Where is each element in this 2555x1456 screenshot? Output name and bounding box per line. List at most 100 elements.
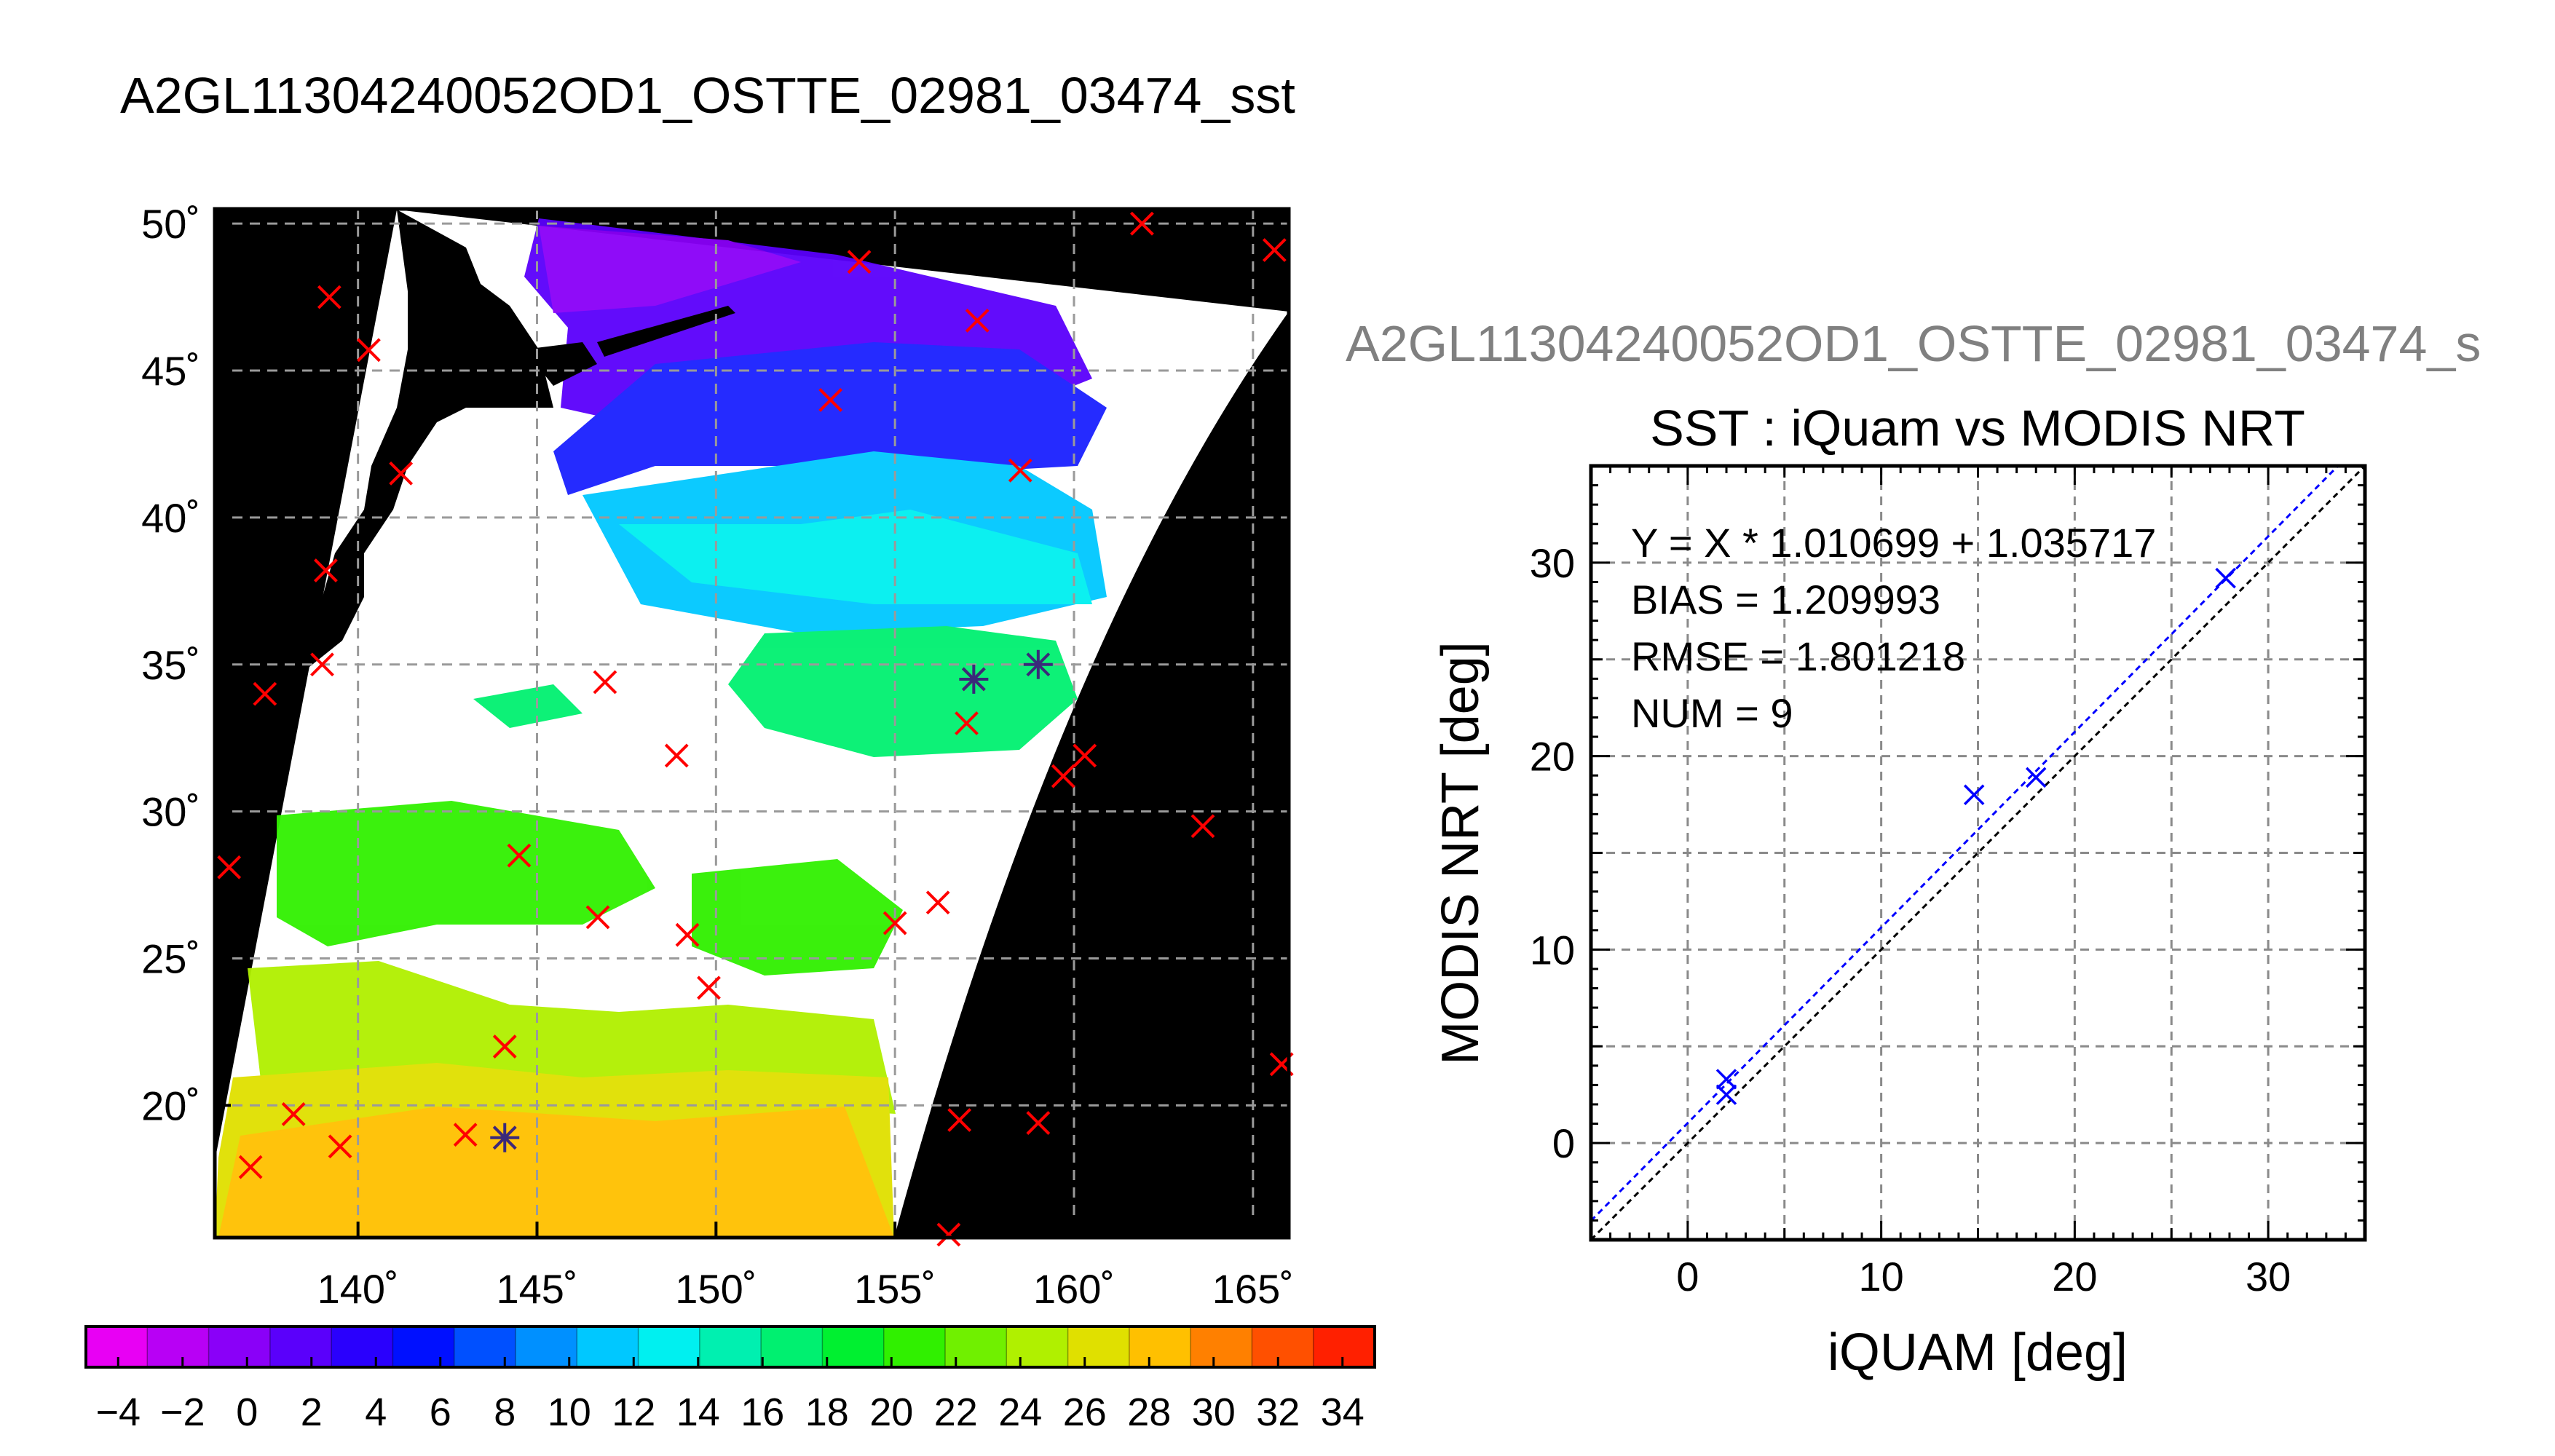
scatter-y-tick-label: 0 xyxy=(1552,1120,1575,1166)
map-lat-tick-label: 25˚ xyxy=(141,935,200,981)
colorbar-swatch xyxy=(1006,1326,1069,1367)
colorbar-swatch xyxy=(1313,1326,1375,1367)
scatter-x-tick-label: 20 xyxy=(2052,1254,2097,1299)
map-marker xyxy=(328,1134,352,1159)
colorbar-tick-label: 32 xyxy=(1256,1390,1300,1434)
scatter-point xyxy=(2215,567,2236,589)
map-marker xyxy=(925,890,950,915)
map-lat-tick-label: 20˚ xyxy=(141,1083,200,1128)
colorbar-tick-label: 34 xyxy=(1321,1390,1365,1434)
map-lon-tick-label: 165˚ xyxy=(1212,1266,1294,1312)
sst-map: 140˚ 145˚ 150˚ 155˚ 160˚ 165˚ 50˚ 45˚ 40˚ 35˚ 30˚… xyxy=(141,201,1294,1312)
colorbar-tick-label: 30 xyxy=(1192,1390,1236,1434)
map-marker xyxy=(1051,764,1075,788)
scatter-point xyxy=(1963,784,1985,806)
colorbar-swatch xyxy=(331,1326,394,1367)
colorbar-tick-label: 14 xyxy=(676,1390,720,1434)
map-title: A2GL11304240052OD1_OSTTE_02981_03474_sst xyxy=(120,67,1295,124)
map-marker xyxy=(593,670,617,695)
scatter-x-tick-label: 10 xyxy=(1858,1254,1903,1299)
colorbar-swatch xyxy=(638,1326,700,1367)
y-axis-label: MODIS NRT [deg] xyxy=(1431,641,1490,1065)
map-lat-tick-label: 50˚ xyxy=(141,201,200,247)
map-marker xyxy=(453,1123,478,1147)
map-star-marker xyxy=(1023,649,1053,679)
scatter-title: SST : iQuam vs MODIS NRT xyxy=(1650,400,2305,456)
colorbar-swatch xyxy=(86,1326,149,1367)
colorbar-swatch xyxy=(945,1326,1008,1367)
identity-line xyxy=(1591,466,2365,1240)
colorbar-tick-label: 10 xyxy=(548,1390,591,1434)
map-star-marker xyxy=(490,1123,520,1152)
colorbar-swatch xyxy=(208,1326,271,1367)
map-marker xyxy=(1190,814,1215,839)
map-marker xyxy=(936,1222,961,1247)
land-mass xyxy=(291,210,735,670)
colorbar-tick-label: 28 xyxy=(1127,1390,1171,1434)
colorbar-tick-label: −4 xyxy=(95,1390,141,1434)
sst-imagery xyxy=(215,218,1107,1238)
colorbar-tick-label: 26 xyxy=(1063,1390,1107,1434)
map-lon-tick-label: 160˚ xyxy=(1033,1266,1115,1312)
scatter-point xyxy=(1715,1069,1737,1090)
scatter-annotation: Y = X * 1.010699 + 1.035717 xyxy=(1631,520,2156,566)
colorbar-tick-label: 12 xyxy=(612,1390,655,1434)
colorbar-tick-label: 4 xyxy=(365,1390,387,1434)
map-marker xyxy=(1262,238,1287,262)
colorbar-swatch xyxy=(454,1326,516,1367)
map-lon-tick-label: 145˚ xyxy=(496,1266,577,1312)
scatter-x-tick-label: 0 xyxy=(1676,1254,1699,1299)
map-lat-tick-label: 35˚ xyxy=(141,642,200,688)
map-marker xyxy=(253,681,277,706)
colorbar-swatch xyxy=(577,1326,639,1367)
colorbar-swatch xyxy=(822,1326,885,1367)
colorbar-swatch xyxy=(699,1326,762,1367)
map-lon-tick-label: 155˚ xyxy=(854,1266,936,1312)
map-marker xyxy=(847,250,872,274)
map-marker xyxy=(1008,458,1032,483)
x-axis-label: iQUAM [deg] xyxy=(1828,1324,2128,1382)
map-marker xyxy=(217,855,242,879)
map-marker xyxy=(664,743,689,768)
map-marker xyxy=(965,308,990,333)
scatter-annotation: BIAS = 1.209993 xyxy=(1631,577,1940,622)
colorbar-swatch xyxy=(147,1326,210,1367)
scatter-plot: SST : iQuam vs MODIS NRT 0 10 20 300102030 … xyxy=(1431,400,2367,1382)
scatter-y-tick-label: 10 xyxy=(1530,927,1575,973)
map-marker xyxy=(697,976,721,1000)
colorbar-tick-label: −2 xyxy=(160,1390,205,1434)
colorbar-swatch xyxy=(516,1326,578,1367)
colorbar-swatch xyxy=(1252,1326,1314,1367)
colorbar-swatch xyxy=(1067,1326,1130,1367)
colorbar-tick-label: 24 xyxy=(998,1390,1042,1434)
colorbar-tick-label: 2 xyxy=(301,1390,323,1434)
colorbar-tick-label: 0 xyxy=(236,1390,258,1434)
colorbar-tick-label: 16 xyxy=(741,1390,784,1434)
map-lon-tick-label: 150˚ xyxy=(675,1266,757,1312)
map-marker xyxy=(818,388,843,412)
map-marker xyxy=(675,922,700,947)
map-marker xyxy=(314,558,338,582)
map-lat-tick-label: 40˚ xyxy=(141,495,200,541)
colorbar-swatch xyxy=(761,1326,824,1367)
scatter-annotation: NUM = 9 xyxy=(1631,690,1793,736)
map-lon-tick-label: 140˚ xyxy=(317,1266,399,1312)
colorbar-swatch xyxy=(392,1326,455,1367)
scatter-x-tick-label: 30 xyxy=(2246,1254,2291,1299)
map-marker xyxy=(947,1108,972,1132)
colorbar-tick-label: 8 xyxy=(494,1390,516,1434)
map-marker xyxy=(1026,1111,1051,1135)
map-marker xyxy=(357,338,381,363)
map-marker xyxy=(1073,743,1097,768)
map-frame xyxy=(213,207,1291,1240)
colorbar-tick-label: 6 xyxy=(430,1390,451,1434)
map-marker xyxy=(317,285,341,309)
scatter-point xyxy=(2025,767,2047,788)
colorbar-swatch xyxy=(269,1326,333,1367)
scatter-annotation: RMSE = 1.801218 xyxy=(1631,633,1965,679)
map-marker xyxy=(389,461,414,486)
colorbar-tick-label: 18 xyxy=(805,1390,849,1434)
colorbar-tick-label: 22 xyxy=(934,1390,978,1434)
colorbar-swatch xyxy=(1129,1326,1192,1367)
